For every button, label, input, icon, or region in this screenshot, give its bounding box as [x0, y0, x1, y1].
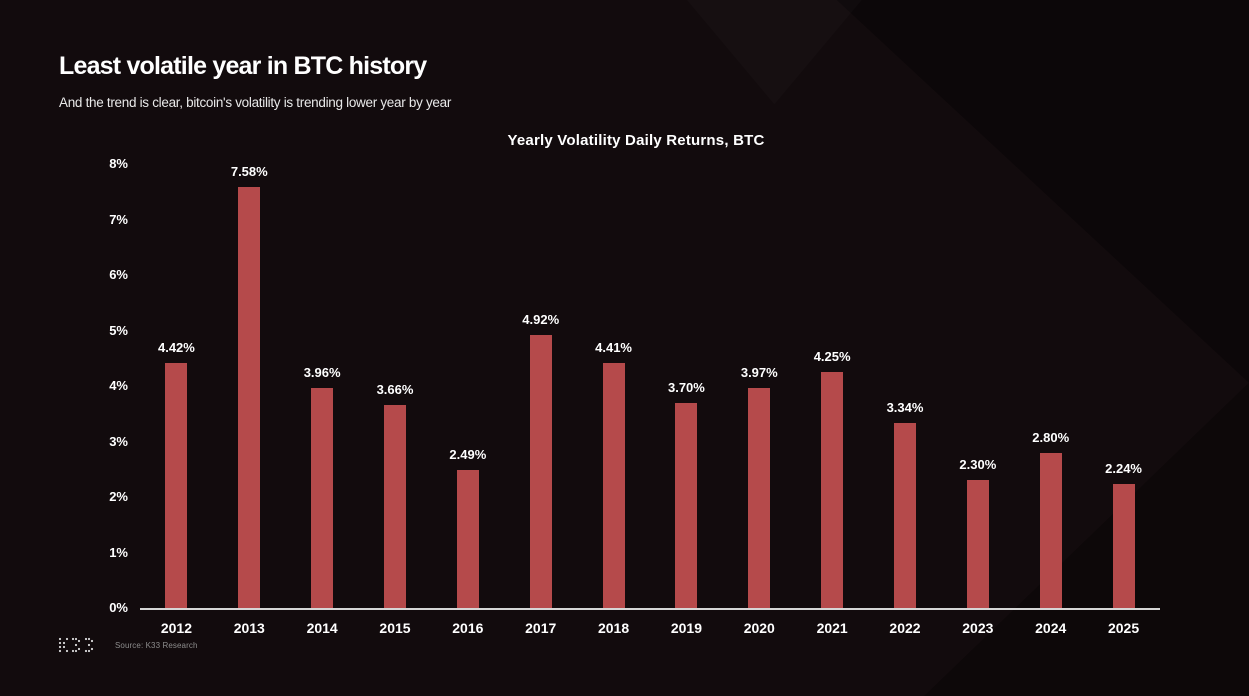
bar-2013 — [238, 187, 261, 608]
bar-value-label: 2.24% — [1105, 460, 1142, 476]
bar-value-label: 2.80% — [1032, 429, 1070, 445]
y-tick-label: 5% — [109, 322, 128, 338]
x-tick-label: 2014 — [306, 620, 338, 636]
bar-2021 — [821, 372, 844, 608]
plot-area: 4.42% 7.58% 3.96% 3.66% 2.49% 4.92% 4.41% 3.70%… — [140, 164, 1160, 610]
x-tick-label: 2016 — [452, 620, 484, 636]
bar-value-label: 2.49% — [449, 446, 487, 462]
footer: Source: K33 Research — [57, 636, 198, 654]
x-tick-label: 2015 — [379, 620, 411, 636]
bar-2024 — [1039, 452, 1062, 608]
bar-2017 — [529, 334, 552, 608]
bar-2022 — [894, 422, 916, 608]
page-subtitle: And the trend is clear, bitcoin's volati… — [59, 95, 452, 110]
bar-2018 — [602, 363, 625, 608]
y-tick-label: 1% — [109, 544, 128, 560]
y-tick-label: 6% — [109, 267, 128, 282]
x-tick-label: 2023 — [962, 620, 994, 636]
k33-logo — [58, 637, 94, 653]
x-tick-label: 2017 — [525, 620, 557, 636]
y-tick-label: 8% — [109, 156, 128, 171]
x-tick-label: 2020 — [743, 620, 775, 636]
y-tick-label: 3% — [109, 433, 128, 449]
bar-value-label: 2.30% — [959, 457, 997, 473]
bar-2014 — [311, 388, 334, 608]
x-tick-label: 2013 — [233, 620, 265, 636]
y-tick-label: 2% — [109, 489, 128, 504]
bar-2020 — [748, 387, 771, 608]
y-tick-label: 7% — [109, 211, 128, 227]
x-tick-label: 2018 — [597, 620, 630, 636]
y-tick-label: 4% — [109, 378, 128, 393]
x-tick-label: 2024 — [1035, 620, 1067, 636]
bar-value-label: 4.92% — [522, 311, 560, 327]
bar-value-label: 4.42% — [157, 339, 195, 355]
source-label: Source: K33 Research — [115, 640, 198, 650]
x-tick-label: 2019 — [670, 620, 702, 636]
bar-2019 — [675, 402, 698, 608]
x-tick-label: 2025 — [1107, 620, 1140, 636]
bar-2023 — [966, 480, 989, 608]
bar-value-label: 7.58% — [230, 164, 268, 180]
chart-title: Yearly Volatility Daily Returns, BTC — [507, 132, 765, 149]
x-tick-label: 2021 — [816, 620, 848, 636]
bar-2015 — [384, 404, 406, 608]
bar-2016 — [456, 469, 479, 608]
page-title: Least volatile year in BTC history — [59, 52, 427, 80]
x-tick-label: 2022 — [889, 620, 921, 636]
bar-value-label: 4.41% — [595, 340, 632, 356]
bar-value-label: 4.25% — [813, 349, 851, 365]
bar-2012 — [165, 362, 188, 608]
bar-value-label: 3.97% — [740, 364, 778, 380]
bar-value-label: 3.96% — [303, 365, 341, 381]
bar-value-label: 3.34% — [886, 399, 924, 415]
bar-value-label: 3.66% — [376, 381, 414, 397]
bar-value-label: 3.70% — [667, 379, 705, 395]
x-tick-label: 2012 — [160, 620, 192, 636]
x-axis: 2012 2013 2014 2015 2016 2017 2018 2019 2020 2021… — [140, 610, 1160, 642]
y-tick-label: 0% — [109, 600, 128, 615]
y-axis: 0% 1% 2% 3% 4% 5% 6% 7% 8% — [0, 156, 128, 615]
bar-2025 — [1112, 483, 1135, 608]
